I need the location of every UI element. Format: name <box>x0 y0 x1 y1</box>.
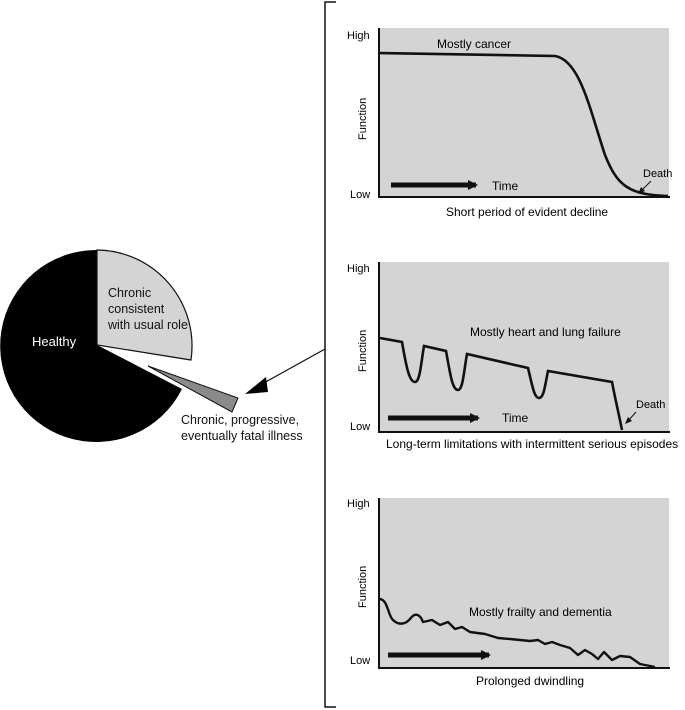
panel-cancer-trajectory-line <box>379 51 669 198</box>
trajectory-bracket <box>324 1 336 708</box>
panel-cancer-death-label: Death <box>643 168 672 180</box>
panel-organ-failure-plot-area <box>379 262 669 431</box>
panel-cancer-y-axis-label: Function <box>357 98 369 140</box>
pie-label-chronic-usual-role: Chronic consistent with usual role <box>107 286 188 332</box>
pie-slice-fatal-illness <box>147 365 239 413</box>
pie-slice-healthy <box>0 249 182 442</box>
panel-cancer-death-pointer-head <box>638 187 645 194</box>
panel-frailty-y-high: High <box>347 498 370 510</box>
panel-frailty-y-axis-label: Function <box>357 566 369 608</box>
panel-frailty-caption: Prolonged dwindling <box>476 674 584 688</box>
panel-cancer-time-label: Time <box>492 179 519 193</box>
population-pie-chart: Healthy Chronic consistent with usual ro… <box>0 249 303 443</box>
pie-slice-chronic-usual-role <box>96 249 193 361</box>
panel-organ-failure-trajectory-line <box>379 336 624 431</box>
panel-frailty-plot-area <box>379 498 669 667</box>
panel-cancer-y-high: High <box>347 30 370 42</box>
panel-frailty: High Low Function Mostly frailty and dem… <box>347 498 670 688</box>
panel-organ-failure: High Low Function Mostly heart and lung … <box>347 262 678 451</box>
panel-organ-failure-time-label: Time <box>502 411 529 425</box>
panel-frailty-curve-label: Mostly frailty and dementia <box>469 605 612 619</box>
panel-cancer: High Low Function Mostly cancer Time Dea… <box>347 28 672 219</box>
panel-cancer-curve-label: Mostly cancer <box>437 37 511 51</box>
panel-cancer-y-low: Low <box>350 189 370 201</box>
pie-label-fatal-illness: Chronic, progressive, eventually fatal i… <box>181 413 303 443</box>
panel-organ-failure-y-high: High <box>347 263 370 275</box>
panel-frailty-y-low: Low <box>350 655 370 667</box>
panel-organ-failure-curve-label: Mostly heart and lung failure <box>470 325 621 339</box>
panel-organ-failure-death-label: Death <box>636 399 665 411</box>
connector-line <box>261 348 326 385</box>
pie-label-healthy: Healthy <box>32 334 77 349</box>
panel-organ-failure-y-axis-label: Function <box>357 330 369 372</box>
panel-organ-failure-death-pointer-head <box>625 417 632 424</box>
panel-organ-failure-caption: Long-term limitations with intermittent … <box>386 437 678 451</box>
panel-organ-failure-y-low: Low <box>350 421 370 433</box>
panel-cancer-caption: Short period of evident decline <box>446 205 608 219</box>
connector-arrowhead <box>245 377 268 394</box>
panel-frailty-trajectory-line <box>379 597 656 669</box>
